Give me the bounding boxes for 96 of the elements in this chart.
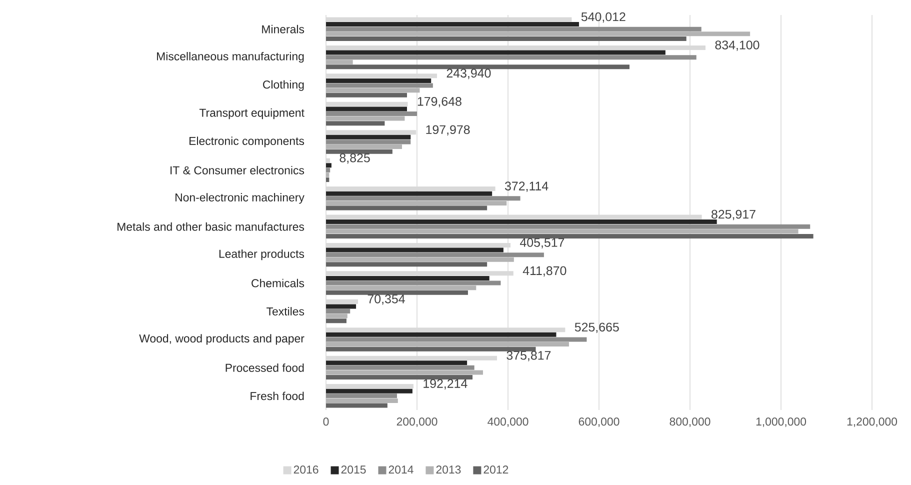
bar xyxy=(326,370,483,375)
bar xyxy=(326,111,418,116)
bar xyxy=(326,200,507,206)
y-tick-label: Leather products xyxy=(219,249,304,260)
bar xyxy=(326,144,402,150)
bar xyxy=(326,342,569,347)
legend-label: 2014 xyxy=(388,466,414,474)
bar xyxy=(326,375,473,380)
bar xyxy=(326,224,810,229)
x-tick-label: 600,000 xyxy=(578,418,620,427)
bar xyxy=(326,280,501,286)
bar xyxy=(326,172,330,178)
data-label: 411,870 xyxy=(522,266,566,277)
bar xyxy=(326,60,353,64)
bar xyxy=(326,134,411,140)
bar xyxy=(326,32,750,36)
bar xyxy=(326,106,407,112)
bar xyxy=(326,22,579,27)
bar xyxy=(326,360,468,366)
bar xyxy=(326,50,666,55)
bar xyxy=(326,229,798,234)
legend-label: 2015 xyxy=(341,466,366,474)
data-label: 8,825 xyxy=(340,153,370,164)
bar xyxy=(326,304,356,309)
x-tick-label: 1,200,000 xyxy=(847,418,898,427)
data-label: 540,012 xyxy=(581,12,626,23)
bar xyxy=(326,337,587,342)
legend-label: 2013 xyxy=(436,466,461,474)
bar xyxy=(326,314,348,318)
data-label: 179,648 xyxy=(418,97,462,108)
y-tick-label: Transport equipment xyxy=(199,108,304,120)
x-tick-label: 1,000,000 xyxy=(756,418,806,427)
x-tick-label: 400,000 xyxy=(488,418,528,427)
x-tick-label: 800,000 xyxy=(670,418,710,427)
bar xyxy=(326,78,432,83)
data-label: 405,517 xyxy=(520,238,564,248)
bar xyxy=(326,220,717,224)
bar xyxy=(326,248,504,252)
bar xyxy=(326,257,514,262)
bar xyxy=(326,55,696,60)
data-label: 825,917 xyxy=(712,210,756,220)
data-label: 243,940 xyxy=(446,68,491,80)
bar xyxy=(326,196,520,201)
y-tick-label: IT & Consumer electronics xyxy=(170,166,304,174)
x-tick-label: 200,000 xyxy=(396,418,438,427)
bar xyxy=(326,149,392,154)
bar xyxy=(326,262,488,267)
bar xyxy=(326,403,388,408)
legend-label: 2016 xyxy=(294,466,318,474)
bar xyxy=(326,346,536,352)
bar xyxy=(326,309,350,314)
bar xyxy=(326,92,407,98)
bar xyxy=(326,36,686,41)
bar xyxy=(326,140,411,144)
bar xyxy=(326,191,492,196)
bar xyxy=(326,178,330,182)
bar xyxy=(326,286,476,290)
y-tick-label: Processed food xyxy=(226,363,304,372)
y-tick-label: Minerals xyxy=(262,24,304,34)
bar xyxy=(326,88,420,93)
data-label: 375,817 xyxy=(506,350,551,362)
bar xyxy=(326,64,630,70)
bar xyxy=(326,398,398,403)
data-label: 525,665 xyxy=(574,322,619,334)
bar xyxy=(326,318,346,324)
x-tick-label: 0 xyxy=(323,418,329,426)
bar xyxy=(326,26,702,32)
bar xyxy=(326,206,488,210)
bar xyxy=(326,276,490,280)
y-tick-label: Electronic components xyxy=(190,136,304,148)
y-tick-label: Wood, wood products and paper xyxy=(139,334,304,345)
bar xyxy=(326,168,330,172)
bar xyxy=(326,290,468,295)
bar xyxy=(326,163,332,168)
y-tick-label: Textiles xyxy=(266,307,304,316)
data-label: 834,100 xyxy=(715,40,760,51)
legend-label: 2012 xyxy=(484,466,508,474)
y-tick-label: Non-electronic machinery xyxy=(176,193,304,204)
data-label: 70,354 xyxy=(368,294,405,305)
data-label: 192,214 xyxy=(424,379,468,390)
y-tick-label: Miscellaneous manufacturing xyxy=(157,52,304,63)
data-label: 197,978 xyxy=(426,125,470,136)
data-label: 372,114 xyxy=(504,182,548,192)
bar xyxy=(326,394,397,398)
y-tick-label: Chemicals xyxy=(252,278,304,288)
bar xyxy=(326,365,474,370)
bar xyxy=(326,83,433,88)
y-tick-label: Clothing xyxy=(263,80,304,91)
bar xyxy=(326,332,556,337)
bar xyxy=(326,388,412,394)
bar xyxy=(326,252,544,258)
y-tick-label: Fresh food xyxy=(250,392,304,400)
bar xyxy=(326,234,814,238)
y-tick-label: Metals and other basic manufactures xyxy=(118,222,304,231)
bar xyxy=(326,121,385,126)
bar xyxy=(326,116,405,121)
